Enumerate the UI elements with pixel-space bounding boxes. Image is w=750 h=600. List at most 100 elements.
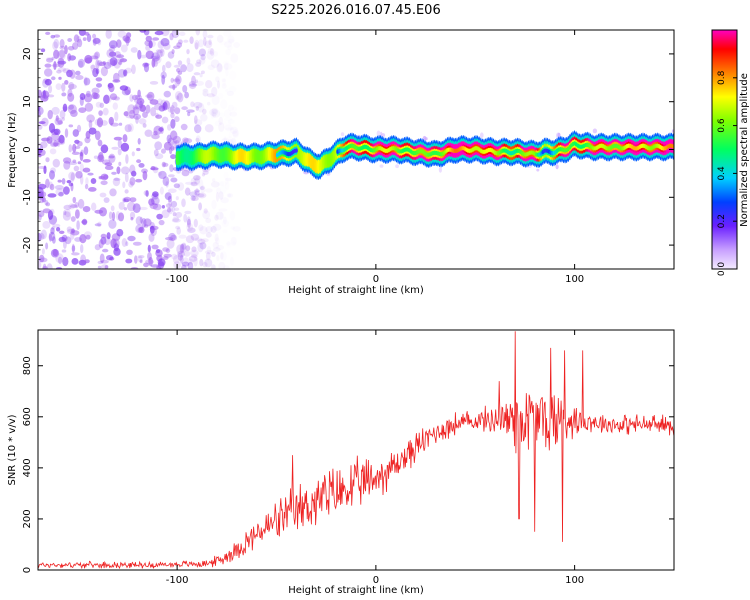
- noise-dot: [106, 49, 114, 58]
- noise-dot: [100, 264, 109, 269]
- noise-dot: [52, 41, 58, 50]
- noise-dot: [122, 197, 126, 203]
- noise-dot: [177, 92, 184, 103]
- noise-dot: [205, 80, 213, 89]
- noise-dot: [62, 256, 69, 267]
- noise-dot: [92, 33, 97, 39]
- noise-dot: [63, 186, 70, 195]
- noise-dot: [108, 153, 116, 163]
- noise-dot: [72, 42, 79, 50]
- noise-dot: [185, 181, 194, 185]
- noise-dot: [160, 99, 167, 109]
- noise-dot: [137, 227, 143, 233]
- noise-dot: [177, 182, 185, 191]
- noise-dot: [189, 36, 194, 44]
- noise-dot: [189, 191, 198, 197]
- noise-dot: [88, 127, 97, 135]
- noise-dot: [129, 164, 136, 175]
- noise-dot: [220, 181, 227, 187]
- noise-dot: [113, 243, 119, 252]
- noise-dot: [230, 257, 234, 266]
- noise-dot: [75, 209, 80, 219]
- noise-dot: [66, 226, 73, 232]
- noise-dot: [105, 30, 112, 39]
- noise-dot: [194, 237, 203, 242]
- noise-dot: [38, 124, 43, 130]
- noise-dot: [176, 68, 181, 73]
- noise-dot: [150, 55, 159, 60]
- noise-dot: [66, 69, 73, 78]
- noise-dot: [111, 171, 117, 175]
- noise-dot: [91, 92, 98, 100]
- noise-dot: [195, 80, 204, 86]
- noise-dot: [132, 106, 140, 116]
- noise-dot: [232, 131, 238, 137]
- noise-dot: [97, 139, 103, 147]
- noise-dot: [46, 57, 54, 61]
- noise-dot: [151, 193, 159, 200]
- noise-dot: [132, 105, 138, 110]
- noise-dot: [71, 243, 75, 254]
- noise-dot: [61, 249, 67, 253]
- noise-dot: [135, 178, 143, 183]
- noise-dot: [77, 60, 84, 68]
- noise-dot: [49, 208, 55, 216]
- noise-dot: [173, 183, 181, 189]
- noise-dot: [50, 167, 56, 174]
- noise-dot: [95, 101, 102, 108]
- noise-dot: [219, 112, 225, 118]
- noise-dot: [218, 261, 226, 269]
- noise-dot: [38, 106, 44, 116]
- x-tick-label: 100: [565, 575, 584, 586]
- noise-dot: [170, 112, 175, 119]
- noise-dot: [63, 210, 67, 216]
- noise-dot: [152, 191, 159, 198]
- noise-dot: [49, 183, 55, 191]
- noise-dot: [205, 252, 211, 261]
- noise-dot: [47, 94, 55, 98]
- noise-dot: [180, 123, 188, 131]
- noise-dot: [198, 202, 203, 211]
- y-tick-label: 20: [22, 48, 33, 61]
- noise-dot: [206, 50, 215, 60]
- noise-dot: [82, 37, 87, 41]
- noise-dot: [229, 71, 236, 80]
- noise-dot: [204, 40, 213, 49]
- noise-dot: [123, 69, 128, 77]
- noise-dot: [165, 181, 169, 188]
- noise-dot: [184, 187, 191, 196]
- noise-dot: [155, 49, 164, 54]
- noise-dot: [211, 200, 216, 210]
- noise-dot: [183, 39, 189, 43]
- noise-dot: [174, 207, 180, 211]
- colorbar-tick-label: 0.0: [717, 262, 727, 277]
- noise-dot: [86, 33, 92, 43]
- noise-dot: [221, 251, 227, 261]
- noise-dot: [149, 99, 159, 105]
- noise-dot: [194, 42, 199, 50]
- noise-dot: [128, 109, 136, 119]
- snr-frame: [37, 329, 675, 571]
- noise-dot: [163, 256, 169, 260]
- noise-dot: [99, 102, 105, 109]
- noise-dot: [224, 62, 229, 70]
- noise-dot: [84, 259, 90, 264]
- noise-dot: [212, 111, 217, 118]
- noise-dot: [165, 237, 174, 241]
- noise-dot: [103, 174, 109, 180]
- noise-dot: [216, 254, 220, 262]
- noise-dot: [160, 126, 164, 134]
- noise-dot: [216, 63, 223, 73]
- noise-dot: [81, 219, 88, 225]
- noise-dot: [135, 216, 143, 226]
- noise-dot: [168, 174, 175, 178]
- noise-dot: [114, 111, 119, 122]
- noise-dot: [57, 50, 66, 61]
- noise-dot: [151, 133, 160, 140]
- noise-dot: [93, 52, 99, 61]
- noise-dot: [556, 132, 561, 139]
- noise-dot: [165, 248, 171, 253]
- noise-dot: [187, 261, 194, 269]
- noise-dot: [38, 232, 42, 242]
- noise-dot: [168, 85, 178, 89]
